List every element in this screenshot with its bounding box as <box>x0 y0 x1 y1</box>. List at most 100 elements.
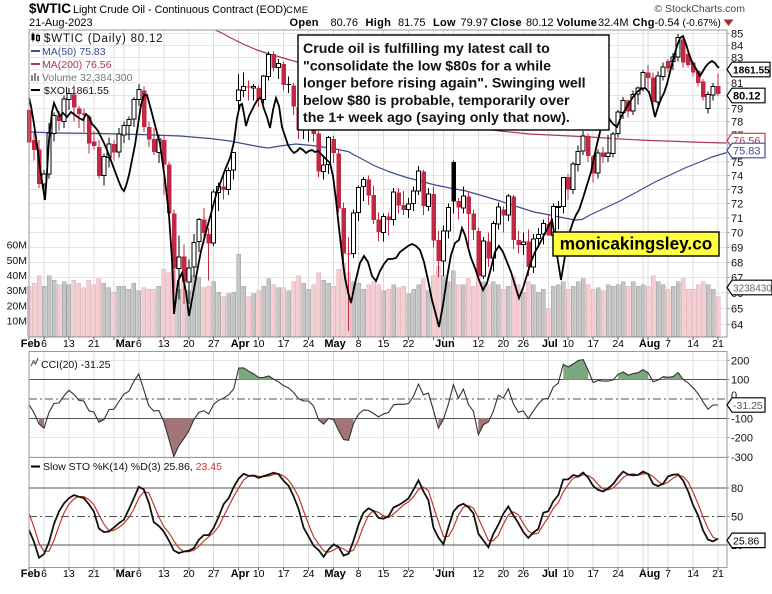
svg-text:200: 200 <box>731 355 749 367</box>
svg-text:May: May <box>324 568 346 580</box>
svg-text:40M: 40M <box>7 270 27 282</box>
svg-text:50M: 50M <box>7 255 27 267</box>
svg-text:"consolidate the low $80s for: "consolidate the low $80s for a while <box>303 59 551 75</box>
svg-text:Aug: Aug <box>639 338 660 350</box>
svg-text:10: 10 <box>562 338 574 350</box>
svg-text:68: 68 <box>731 257 743 269</box>
svg-text:13: 13 <box>158 338 170 350</box>
svg-text:below $80 is probable, tempora: below $80 is probable, temporarily over <box>303 93 570 109</box>
svg-text:30M: 30M <box>7 285 27 297</box>
svg-text:50: 50 <box>731 512 743 524</box>
svg-text:81.75: 81.75 <box>398 17 426 29</box>
svg-text:the 1+ week ago (saying only t: the 1+ week ago (saying only that now). <box>303 110 570 126</box>
svg-text:65: 65 <box>731 304 743 316</box>
svg-text:Low: Low <box>433 17 456 29</box>
svg-text:Feb: Feb <box>21 568 41 580</box>
svg-text:21: 21 <box>88 568 100 580</box>
svg-text:© StockCharts.com: © StockCharts.com <box>654 3 745 15</box>
svg-text:Chg: Chg <box>633 17 655 29</box>
svg-text:7: 7 <box>665 338 671 350</box>
svg-text:Jun: Jun <box>435 338 455 350</box>
svg-text:10: 10 <box>562 568 574 580</box>
svg-text:84: 84 <box>731 40 743 52</box>
svg-text:85: 85 <box>731 28 743 40</box>
svg-text:17: 17 <box>278 568 290 580</box>
svg-text:71: 71 <box>731 213 743 225</box>
svg-text:Volume: Volume <box>557 17 598 29</box>
svg-text:21: 21 <box>712 568 724 580</box>
svg-text:12: 12 <box>473 568 485 580</box>
svg-text:CME: CME <box>286 5 309 16</box>
svg-text:-100: -100 <box>731 413 753 425</box>
svg-text:(-0.67%): (-0.67%) <box>683 18 721 29</box>
svg-text:6: 6 <box>136 338 142 350</box>
svg-text:78: 78 <box>731 117 743 129</box>
svg-text:79: 79 <box>731 104 743 116</box>
svg-text:70: 70 <box>731 228 743 240</box>
svg-text:Mar: Mar <box>116 338 136 350</box>
svg-text:26: 26 <box>517 338 529 350</box>
svg-text:Mar: Mar <box>116 568 136 580</box>
svg-text:-200: -200 <box>731 433 753 445</box>
svg-text:Crude oil is fulfilling my lat: Crude oil is fulfilling my latest call t… <box>303 41 550 57</box>
svg-text:20: 20 <box>183 338 195 350</box>
svg-text:CCI(20) -31.25: CCI(20) -31.25 <box>41 359 111 371</box>
svg-text:-0.54: -0.54 <box>655 17 680 29</box>
svg-text:27: 27 <box>208 568 220 580</box>
svg-text:Close: Close <box>491 17 522 29</box>
svg-text:74: 74 <box>731 171 743 183</box>
svg-text:$WTIC: $WTIC <box>29 1 71 16</box>
svg-text:MA(200) 76.56: MA(200) 76.56 <box>42 59 112 71</box>
svg-text:6: 6 <box>41 568 47 580</box>
svg-text:7: 7 <box>665 568 671 580</box>
svg-text:6: 6 <box>41 338 47 350</box>
svg-text:24: 24 <box>303 568 315 580</box>
svg-text:12: 12 <box>473 338 485 350</box>
svg-text:32.4M: 32.4M <box>598 17 629 29</box>
svg-text:20M: 20M <box>7 300 27 312</box>
svg-text:10M: 10M <box>7 316 27 328</box>
svg-text:10: 10 <box>253 338 265 350</box>
svg-text:75: 75 <box>731 157 743 169</box>
svg-text:10: 10 <box>253 568 265 580</box>
svg-text:21: 21 <box>88 338 100 350</box>
svg-text:$WTIC (Daily) 80.12: $WTIC (Daily) 80.12 <box>44 33 163 45</box>
svg-text:6: 6 <box>136 568 142 580</box>
svg-text:60M: 60M <box>7 240 27 252</box>
svg-text:monicakingsley.co: monicakingsley.co <box>560 234 713 254</box>
svg-text:27: 27 <box>208 338 220 350</box>
svg-text:26: 26 <box>517 568 529 580</box>
svg-text:80.12: 80.12 <box>733 91 761 103</box>
svg-text:80.12: 80.12 <box>526 17 554 29</box>
svg-text:25.86: 25.86 <box>733 535 759 547</box>
svg-text:15: 15 <box>378 568 390 580</box>
svg-text:13: 13 <box>158 568 170 580</box>
svg-text:64: 64 <box>731 320 743 332</box>
svg-text:17: 17 <box>278 338 290 350</box>
svg-text:79.97: 79.97 <box>461 17 489 29</box>
svg-text:13: 13 <box>63 338 75 350</box>
svg-text:longer before rising again". S: longer before rising again". Swinging we… <box>303 76 586 92</box>
svg-text:Feb: Feb <box>21 338 41 350</box>
svg-text:0: 0 <box>731 390 737 402</box>
svg-text:May: May <box>324 338 346 350</box>
svg-text:8: 8 <box>356 568 362 580</box>
svg-text:20: 20 <box>497 338 509 350</box>
svg-text:Volume 32,384,300: Volume 32,384,300 <box>42 72 133 84</box>
svg-text:20: 20 <box>497 568 509 580</box>
svg-text:100: 100 <box>731 375 749 387</box>
svg-text:32384300: 32384300 <box>733 284 772 295</box>
svg-text:-31.25: -31.25 <box>733 400 763 412</box>
svg-text:17: 17 <box>587 568 599 580</box>
svg-text:81: 81 <box>731 78 743 90</box>
svg-text:69: 69 <box>731 242 743 254</box>
svg-text:24: 24 <box>303 338 315 350</box>
svg-text:Slow STO %K(14) %D(3) 25.86, 2: Slow STO %K(14) %D(3) 25.86, 23.45 <box>43 461 222 473</box>
svg-text:17: 17 <box>587 338 599 350</box>
svg-text:$XOI 1861.55: $XOI 1861.55 <box>44 85 109 97</box>
svg-text:High: High <box>366 17 392 29</box>
svg-text:80: 80 <box>731 483 743 495</box>
svg-text:Light Crude Oil - Continuous C: Light Crude Oil - Continuous Contract (E… <box>73 4 287 16</box>
svg-text:80.76: 80.76 <box>331 17 359 29</box>
svg-text:8: 8 <box>356 338 362 350</box>
